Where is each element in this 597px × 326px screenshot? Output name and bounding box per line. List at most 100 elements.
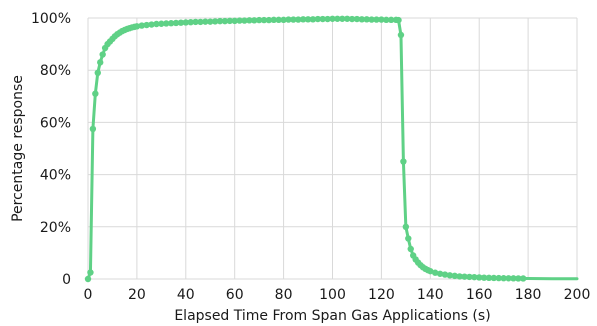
data-point-87 (427, 267, 434, 275)
data-point-63 (343, 15, 351, 22)
x-tick-label-0: 0 (84, 287, 93, 303)
x-tick-label-1: 20 (128, 287, 146, 303)
data-point-47 (265, 16, 273, 24)
data-point-74 (395, 16, 402, 24)
data-point-6 (99, 51, 106, 58)
data-point-49 (275, 16, 282, 24)
data-point-89 (436, 270, 444, 277)
data-point-69 (373, 16, 380, 23)
data-point-28 (172, 19, 180, 27)
y-tick-label-4: 80% (40, 63, 71, 79)
data-point-58 (319, 15, 326, 23)
data-point-53 (295, 16, 302, 23)
data-point-88 (431, 269, 439, 276)
data-point-42 (241, 17, 248, 24)
data-point-65 (353, 15, 361, 23)
data-point-79 (407, 245, 414, 253)
grid-lines (87, 17, 578, 280)
x-tick-label-2: 40 (177, 287, 195, 303)
x-axis-title: Elapsed Time From Span Gas Applications … (174, 308, 490, 324)
x-tick-label-4: 80 (275, 287, 293, 303)
data-point-32 (192, 18, 199, 26)
data-point-37 (216, 17, 224, 25)
data-point-100 (490, 274, 498, 282)
data-point-101 (495, 274, 502, 282)
data-point-46 (260, 16, 268, 24)
data-point-33 (197, 18, 204, 26)
data-point-40 (231, 17, 238, 25)
data-point-71 (383, 16, 390, 24)
data-point-43 (246, 17, 253, 24)
data-point-50 (280, 16, 287, 24)
y-axis-title: Percentage response (10, 75, 26, 222)
y-axis-ticks: 0 20% 40% 60% 80% 100% (31, 11, 71, 288)
data-point-2 (89, 125, 97, 133)
data-point-30 (182, 19, 189, 26)
data-point-94 (461, 273, 468, 280)
data-point-68 (368, 16, 375, 23)
data-point-1 (87, 269, 94, 276)
data-point-56 (309, 16, 317, 23)
series-layer (84, 15, 579, 283)
data-point-31 (187, 18, 194, 26)
data-point-29 (177, 19, 185, 26)
data-point-62 (339, 15, 346, 22)
x-tick-label-5: 100 (319, 287, 346, 303)
data-point-5 (97, 59, 104, 66)
data-point-67 (363, 16, 370, 23)
data-point-105 (515, 275, 522, 282)
data-point-24 (153, 20, 160, 28)
data-point-91 (446, 272, 454, 279)
data-point-3 (92, 90, 99, 97)
data-point-60 (329, 15, 336, 22)
data-point-70 (378, 16, 385, 23)
data-point-98 (480, 274, 488, 281)
data-point-90 (441, 271, 449, 278)
data-point-4 (94, 69, 101, 77)
data-point-102 (500, 275, 507, 282)
data-point-39 (226, 17, 234, 25)
y-tick-label-1: 20% (40, 220, 71, 236)
data-point-57 (314, 15, 322, 23)
x-tick-label-7: 140 (417, 287, 444, 303)
y-tick-label-0: 0 (62, 272, 71, 288)
data-point-22 (143, 21, 150, 29)
data-point-61 (334, 15, 341, 22)
data-point-41 (236, 17, 243, 24)
data-point-27 (167, 20, 175, 27)
data-point-93 (456, 273, 463, 280)
data-point-106 (520, 275, 527, 282)
data-point-23 (148, 21, 155, 28)
data-point-59 (324, 15, 331, 23)
data-point-21 (138, 22, 145, 29)
data-point-103 (505, 275, 512, 282)
data-point-72 (387, 16, 395, 24)
data-point-96 (471, 273, 478, 281)
data-point-36 (211, 18, 219, 25)
data-point-34 (202, 18, 209, 25)
data-point-54 (299, 16, 307, 23)
data-point-52 (290, 16, 297, 23)
data-point-25 (158, 20, 165, 27)
data-point-75 (397, 31, 405, 39)
data-point-104 (510, 275, 517, 282)
data-point-76 (400, 158, 407, 165)
data-point-78 (405, 235, 412, 242)
data-point-20 (133, 23, 141, 30)
data-point-64 (348, 15, 356, 23)
data-point-51 (285, 16, 292, 23)
data-point-77 (402, 223, 410, 230)
data-point-26 (163, 20, 170, 27)
data-point-38 (221, 17, 229, 25)
x-tick-label-8: 160 (466, 287, 493, 303)
data-point-55 (304, 16, 312, 23)
data-point-44 (251, 17, 258, 24)
x-tick-label-9: 180 (515, 287, 542, 303)
data-point-92 (451, 272, 458, 280)
x-tick-label-10: 200 (564, 287, 591, 303)
data-point-95 (466, 273, 473, 281)
y-tick-label-3: 60% (40, 115, 71, 131)
data-point-66 (358, 16, 366, 23)
